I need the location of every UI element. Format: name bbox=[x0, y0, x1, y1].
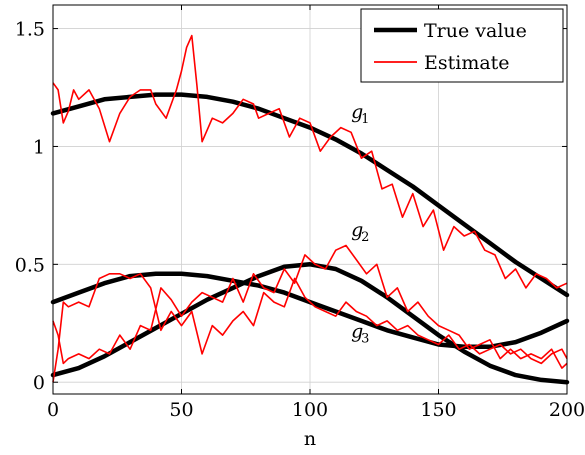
true-line-g1 bbox=[50, 92, 570, 298]
x-tick-label: 0 bbox=[47, 399, 59, 421]
estimate-line-g3 bbox=[52, 272, 568, 383]
y-tick-label: 0 bbox=[33, 372, 45, 394]
estimate-lines bbox=[52, 34, 568, 383]
estimate-line-g1 bbox=[52, 34, 568, 289]
legend: True value Estimate bbox=[360, 8, 564, 83]
annotation-g1: g bbox=[351, 101, 363, 123]
annotation-g3: g bbox=[351, 320, 363, 342]
annotation-g2: g bbox=[351, 219, 363, 241]
legend-label-true: True value bbox=[424, 20, 527, 42]
x-axis-title: n bbox=[304, 428, 316, 450]
annotation-subscript-1: 1 bbox=[361, 112, 369, 127]
x-tick-label: 150 bbox=[420, 399, 456, 421]
annotation-subscript-3: 3 bbox=[361, 331, 369, 346]
true-line-g2 bbox=[50, 262, 570, 385]
x-tick-label: 200 bbox=[549, 399, 585, 421]
annotation-subscript-2: 2 bbox=[361, 230, 369, 245]
x-tick-label: 100 bbox=[292, 399, 328, 421]
y-tick-label: 1 bbox=[33, 136, 45, 158]
axis-ticks: 0 50 100 150 200 0 0.5 1 1.5 bbox=[15, 5, 585, 421]
y-tick-label: 0.5 bbox=[15, 254, 45, 276]
legend-box bbox=[360, 8, 564, 83]
x-tick-label: 50 bbox=[169, 399, 193, 421]
estimate-line-g2 bbox=[52, 244, 568, 369]
legend-label-estimate: Estimate bbox=[424, 52, 510, 74]
y-tick-label: 1.5 bbox=[15, 19, 45, 41]
